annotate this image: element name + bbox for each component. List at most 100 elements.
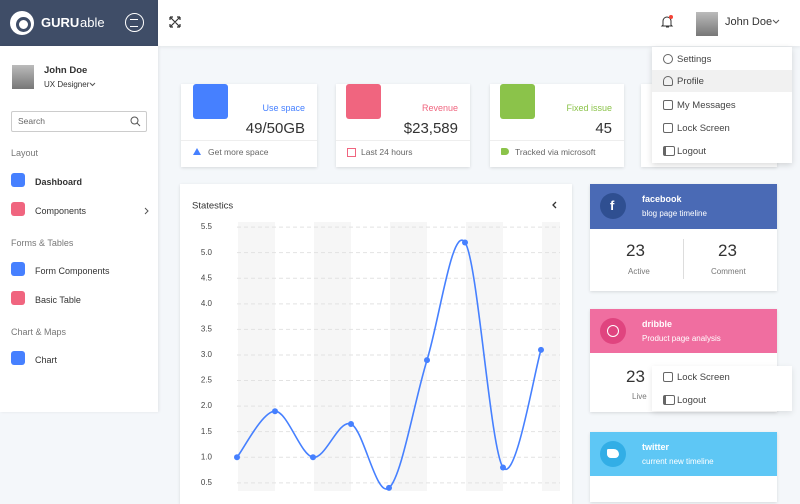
nav-item[interactable]: Form Components (35, 266, 110, 276)
point (310, 454, 316, 461)
chart: Statestics 0.5 1.0 1.5 2.0 2.5 3.0 3.5 4.0 4.5 5.… (192, 201, 560, 491)
section-title: Layout (11, 148, 39, 158)
user-menu: Settings Profile My Messages Lock Screen… (652, 47, 792, 163)
social-stat-value: 23 (626, 367, 645, 386)
menu-item-label: Profile (677, 76, 704, 87)
point (386, 484, 392, 491)
y-tick-label: 0.5 (201, 478, 213, 487)
stat-value: $23,589 (403, 120, 458, 137)
logo-bold: GURU (41, 15, 80, 30)
top-bar: John Doe (158, 0, 800, 46)
y-tick-label: 3.5 (201, 325, 213, 334)
social-header: dribble Product page analysis (590, 309, 777, 353)
menu-item[interactable]: Lock Screen (652, 117, 792, 139)
nav-item[interactable]: Components (35, 206, 87, 216)
point (424, 357, 430, 364)
y-tick-label: 1.0 (201, 452, 213, 461)
y-tick-label: 4.0 (201, 299, 213, 308)
chevron (144, 207, 149, 215)
y-tick-label: 1.5 (201, 427, 213, 436)
collapse-icon[interactable] (552, 201, 557, 209)
stat-footer-icon (193, 148, 201, 155)
social-card: f facebook blog page timeline 23 Active … (590, 184, 777, 291)
y-tick-label: 5.5 (201, 222, 213, 231)
social-icon-glyph (607, 449, 619, 458)
nav-icon (11, 351, 25, 365)
logo-icon-inner (16, 17, 31, 32)
menu-item-label: My Messages (677, 100, 736, 111)
social-name: twitter (642, 442, 669, 452)
user-name[interactable]: John Doe (725, 16, 773, 28)
y-tick-label: 4.5 (201, 273, 213, 282)
social-icon-glyph (607, 325, 619, 337)
plot-band (542, 222, 560, 491)
menu-item[interactable]: Profile (652, 70, 792, 92)
menu-item-label: Logout (677, 146, 707, 157)
social-stat-label: Active (628, 267, 650, 276)
overlay-menu: Lock Screen Logout (652, 366, 792, 411)
point (462, 239, 468, 246)
stat-value: 45 (595, 120, 612, 137)
stat-footer: Tracked via microsoft (515, 147, 596, 157)
sidebar-user-name: John Doe (44, 65, 88, 76)
section-title: Chart & Maps (11, 327, 67, 337)
y-tick-label: 5.0 (201, 248, 213, 257)
stat-card: Use space 49/50GB Get more space (181, 84, 317, 167)
y-tick-label: 2.0 (201, 401, 213, 410)
point (500, 464, 506, 471)
stat-footer-icon (347, 148, 356, 157)
social-stat-label: Live (632, 392, 647, 401)
search-placeholder: Search (18, 116, 45, 126)
sidebar-avatar (12, 65, 34, 89)
search-box[interactable]: Search (11, 111, 147, 132)
menu-item[interactable]: Lock Screen (652, 366, 792, 388)
stat-icon (346, 84, 381, 119)
social-subtitle: Product page analysis (642, 334, 721, 343)
line-series (236, 239, 542, 490)
chevron (89, 82, 96, 87)
menu-item[interactable]: Logout (652, 389, 792, 411)
y-tick-label: 2.5 (201, 376, 213, 385)
user-avatar[interactable] (696, 12, 718, 36)
divider (490, 140, 624, 141)
social-subtitle: blog page timeline (642, 209, 707, 218)
nav-item[interactable]: Basic Table (35, 295, 81, 305)
stat-footer: Last 24 hours (361, 147, 413, 157)
social-header: f facebook blog page timeline (590, 184, 777, 229)
point (538, 346, 544, 353)
stat-value: 49/50GB (245, 120, 305, 137)
menu-item-label: Lock Screen (677, 372, 730, 383)
y-tick-label: 3.0 (201, 350, 213, 359)
nav-item[interactable]: Dashboard (35, 177, 83, 187)
bell-icon[interactable] (660, 14, 674, 30)
menu-item[interactable]: Settings (652, 48, 792, 70)
sidebar-user-role[interactable]: UX Designer (44, 80, 90, 89)
stat-title: Use space (262, 103, 305, 113)
stat-icon (500, 84, 535, 119)
expand-icon[interactable] (169, 16, 181, 28)
menu-item[interactable]: My Messages (652, 94, 792, 116)
stat-card: Fixed issue 45 Tracked via microsoft (490, 84, 624, 167)
divider (181, 140, 317, 141)
nav-icon (11, 262, 25, 276)
nav-icon (11, 291, 25, 305)
menu-item-label: Lock Screen (677, 123, 730, 134)
nav-icon (11, 173, 25, 187)
menu-toggle-bars (130, 19, 138, 27)
menu-item[interactable]: Logout (652, 140, 792, 162)
social-header: twitter current new timeline (590, 432, 777, 476)
point (234, 454, 240, 461)
brand-bar: GURU able (0, 0, 158, 46)
menu-toggle[interactable] (125, 13, 144, 32)
social-card: twitter current new timeline (590, 432, 777, 502)
section-title: Forms & Tables (11, 238, 74, 248)
stat-card: Revenue $23,589 Last 24 hours (336, 84, 470, 167)
divider (683, 239, 684, 279)
divider (336, 140, 470, 141)
nav-item[interactable]: Chart (35, 355, 58, 365)
social-icon-glyph: f (610, 198, 615, 213)
stat-icon (193, 84, 228, 119)
plot-band (390, 222, 427, 491)
social-stat-value: 23 (718, 241, 737, 260)
stat-footer-icon (501, 148, 509, 155)
